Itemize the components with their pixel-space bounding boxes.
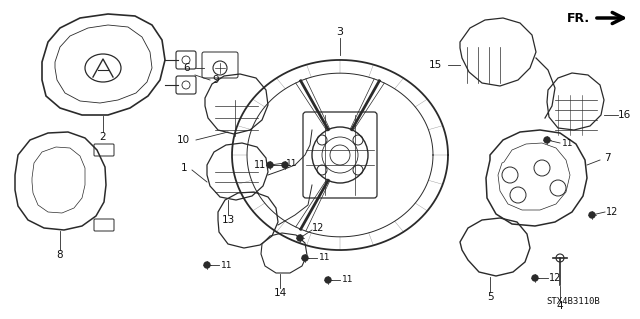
Circle shape bbox=[532, 275, 538, 281]
Text: 5: 5 bbox=[486, 292, 493, 302]
Text: 11: 11 bbox=[563, 138, 573, 147]
Text: 12: 12 bbox=[312, 223, 324, 233]
Circle shape bbox=[302, 255, 308, 261]
Text: 12: 12 bbox=[606, 207, 618, 217]
Text: 12: 12 bbox=[549, 273, 561, 283]
Text: 9: 9 bbox=[212, 75, 220, 85]
Text: 11: 11 bbox=[254, 160, 266, 170]
Text: 14: 14 bbox=[273, 288, 287, 298]
Text: 1: 1 bbox=[180, 163, 187, 173]
Text: 8: 8 bbox=[57, 250, 63, 260]
Text: 13: 13 bbox=[221, 215, 235, 225]
Text: 7: 7 bbox=[604, 153, 611, 163]
Text: 6: 6 bbox=[184, 63, 190, 73]
Circle shape bbox=[282, 162, 288, 168]
Text: 11: 11 bbox=[286, 159, 298, 167]
Text: 15: 15 bbox=[429, 60, 442, 70]
Circle shape bbox=[325, 277, 331, 283]
Text: 11: 11 bbox=[319, 254, 331, 263]
Text: 11: 11 bbox=[221, 261, 233, 270]
Circle shape bbox=[267, 162, 273, 168]
Text: 4: 4 bbox=[557, 301, 563, 311]
Text: 11: 11 bbox=[342, 276, 354, 285]
Text: 3: 3 bbox=[337, 27, 344, 37]
Circle shape bbox=[544, 137, 550, 143]
Circle shape bbox=[297, 235, 303, 241]
Circle shape bbox=[589, 212, 595, 218]
Text: 2: 2 bbox=[100, 132, 106, 142]
Text: 16: 16 bbox=[618, 110, 630, 120]
Text: 10: 10 bbox=[177, 135, 190, 145]
Text: STX4B3110B: STX4B3110B bbox=[547, 297, 600, 306]
Circle shape bbox=[204, 262, 210, 268]
Text: FR.: FR. bbox=[567, 11, 590, 25]
